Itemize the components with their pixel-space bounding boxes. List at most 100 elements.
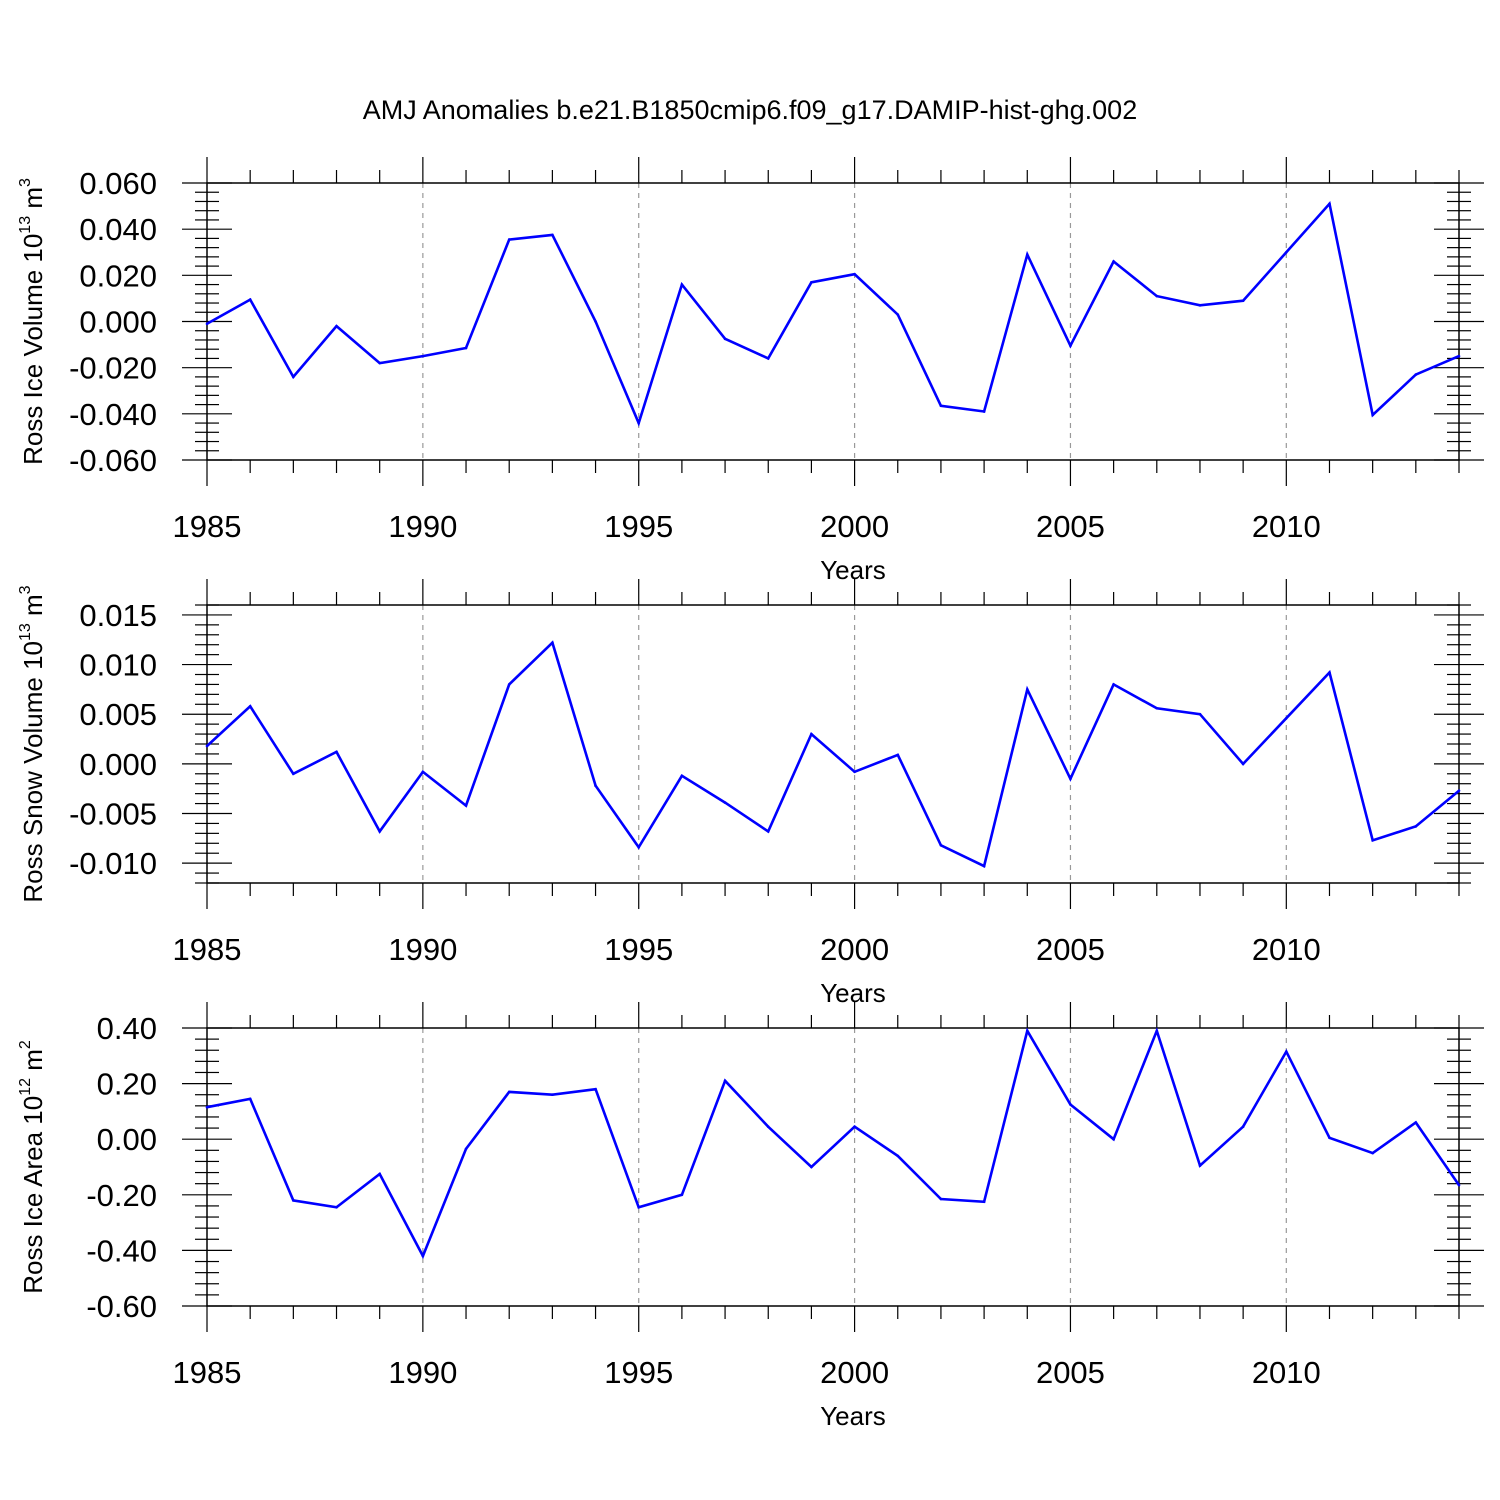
data-point <box>378 361 381 365</box>
y-tick-label: 0.40 <box>97 1011 157 1046</box>
data-point <box>507 238 511 241</box>
y-tick-label: -0.005 <box>69 797 157 832</box>
data-point <box>1198 304 1202 307</box>
data-point <box>1069 777 1072 781</box>
data-point <box>1025 1029 1029 1033</box>
y-tick-label: 0.060 <box>79 166 157 201</box>
x-tick-label: 1995 <box>604 932 673 967</box>
data-point <box>1285 1050 1288 1053</box>
data-point <box>637 845 641 849</box>
data-point <box>1371 413 1374 417</box>
data-point <box>939 843 943 847</box>
data-point <box>680 774 684 778</box>
data-point <box>810 280 813 284</box>
data-point <box>464 804 468 807</box>
data-point <box>637 421 641 425</box>
data-point <box>594 1087 597 1091</box>
data-point <box>1328 202 1331 206</box>
x-tick-label: 2000 <box>820 509 889 544</box>
x-tick-label: 2000 <box>820 932 889 967</box>
data-point <box>421 770 425 774</box>
data-point <box>939 1197 943 1201</box>
y-tick-label: 0.015 <box>79 598 157 633</box>
panel-2: -0.010 -0.005 0.000 0.005 0.010 0.015 1985 1990… <box>17 579 1484 1008</box>
data-point <box>982 1200 986 1204</box>
x-tick-label: 1985 <box>173 932 242 967</box>
data-point <box>205 1105 209 1109</box>
chart-title: AMJ Anomalies b.e21.B1850cmip6.f09_g17.D… <box>363 95 1137 125</box>
data-point <box>723 1079 727 1083</box>
data-point <box>292 375 295 379</box>
x-tick-label: 2005 <box>1036 509 1105 544</box>
y-tick-label: 0.010 <box>79 648 157 683</box>
data-point <box>292 1199 295 1202</box>
data-point <box>1371 839 1374 842</box>
data-point <box>982 864 986 868</box>
data-point <box>594 784 597 787</box>
data-point <box>1285 250 1288 254</box>
panels-container: -0.060 -0.040 -0.020 0.000 0.020 0.040 0.060 19… <box>17 157 1484 1431</box>
data-point <box>810 1165 813 1169</box>
data-point <box>1112 260 1115 263</box>
data-point <box>1285 716 1288 720</box>
y-tick-label: -0.020 <box>69 351 157 386</box>
series-line <box>206 640 1460 868</box>
data-point <box>335 324 338 328</box>
y-tick-label: 0.020 <box>79 258 157 293</box>
y-tick-label: 0.000 <box>79 305 157 340</box>
data-point <box>464 346 468 350</box>
x-axis-title: Years <box>820 978 886 1008</box>
data-point <box>982 410 986 413</box>
data-point <box>680 283 684 286</box>
data-point <box>1241 299 1245 303</box>
data-point <box>766 1125 770 1128</box>
y-axis-title: Ross Snow Volume 1013 m3 <box>17 585 48 902</box>
data-point <box>853 272 856 276</box>
data-point <box>810 732 813 736</box>
data-point <box>1155 706 1159 710</box>
data-point <box>680 1193 684 1197</box>
data-point <box>1457 354 1461 358</box>
y-tick-label: -0.040 <box>69 397 157 432</box>
y-tick-label: -0.010 <box>69 846 157 881</box>
data-point <box>1457 1183 1461 1187</box>
data-point <box>1069 344 1072 348</box>
x-tick-label: 2010 <box>1252 1355 1321 1390</box>
data-point <box>1198 1164 1202 1167</box>
y-axis-title: Ross Ice Area 1012 m2 <box>17 1040 48 1294</box>
x-tick-label: 1995 <box>604 509 673 544</box>
data-point <box>1328 1136 1331 1140</box>
data-point <box>853 1125 856 1128</box>
data-point <box>551 641 554 645</box>
y-tick-label: 0.005 <box>79 697 157 732</box>
y-tick-label: 0.040 <box>79 212 157 247</box>
y-tick-label: -0.40 <box>86 1233 157 1268</box>
data-point <box>248 1097 252 1101</box>
data-point <box>378 830 381 833</box>
data-point <box>723 801 727 804</box>
data-point <box>248 704 252 708</box>
data-point <box>1457 789 1461 792</box>
data-point <box>551 1093 554 1097</box>
data-point <box>507 1090 511 1094</box>
data-point <box>1414 373 1418 376</box>
x-tick-label: 2005 <box>1036 932 1105 967</box>
x-axis-title: Years <box>820 555 886 585</box>
data-point <box>896 1154 900 1158</box>
data-point <box>507 683 511 686</box>
x-axis-title: Years <box>820 1401 886 1431</box>
data-point <box>1328 671 1331 674</box>
x-tick-label: 1985 <box>173 1355 242 1390</box>
data-point <box>1025 688 1029 691</box>
data-point <box>1241 1125 1245 1128</box>
data-point <box>1112 683 1115 686</box>
data-point <box>464 1147 468 1151</box>
data-point <box>853 770 856 774</box>
data-point <box>1155 294 1159 298</box>
data-point <box>766 830 770 833</box>
data-point <box>248 298 252 301</box>
data-point <box>1371 1151 1374 1155</box>
data-point <box>1414 825 1418 828</box>
y-tick-label: -0.060 <box>69 443 157 478</box>
